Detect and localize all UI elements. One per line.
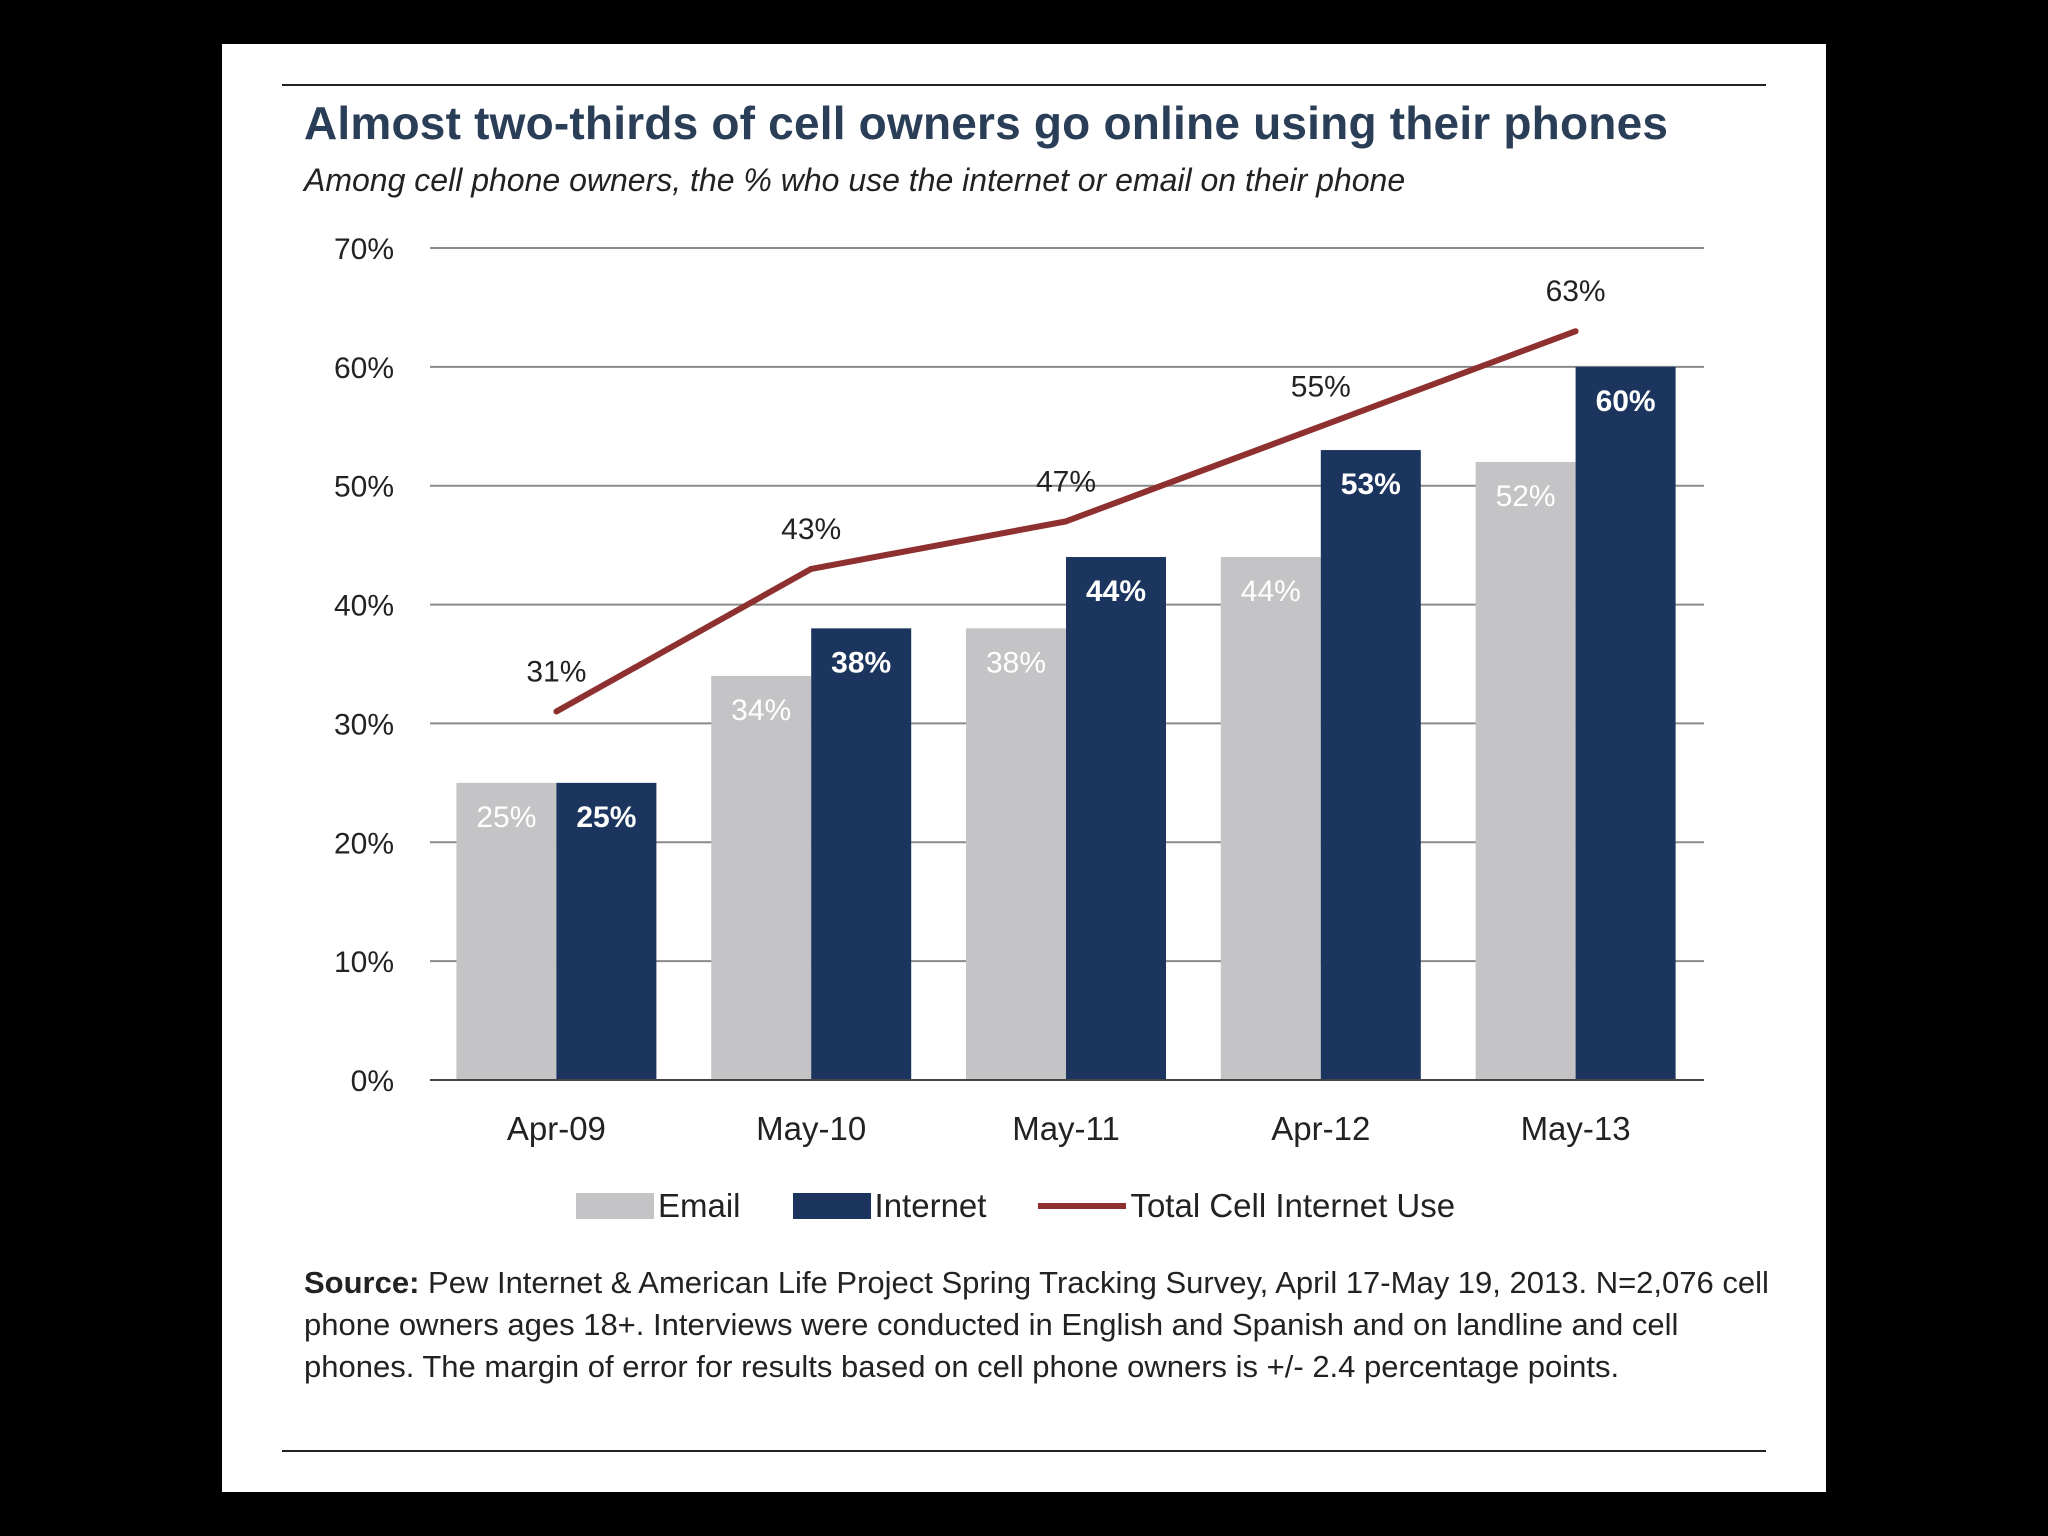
legend-item-total: Total Cell Internet Use [1038,1187,1455,1225]
bar-email [711,675,812,1080]
y-tick-label: 10% [334,946,394,979]
data-label-internet: 25% [576,801,636,834]
data-label-internet: 38% [831,646,891,679]
legend-swatch-email [576,1193,654,1219]
x-tick-label: Apr-12 [1271,1110,1370,1147]
data-label-email: 52% [1496,480,1556,513]
data-label-email: 34% [731,694,791,727]
data-label-internet: 44% [1086,575,1146,608]
y-tick-label: 20% [334,827,394,860]
bar-internet [1320,450,1421,1080]
point-total [553,708,560,715]
data-label-total: 31% [526,656,586,689]
bar-line-chart: 0% 10% 20% 30% 40% 50% 60% 70% 25% 25% Apr-09 34% 38… [334,233,1704,1147]
point-total [1063,518,1069,525]
legend-swatch-internet [792,1193,871,1219]
legend-item-internet: Internet [792,1187,987,1225]
legend-label-email: Email [658,1187,741,1224]
chart-subtitle: Among cell phone owners, the % who use t… [304,162,1406,198]
chart-title: Almost two-thirds of cell owners go onli… [304,97,1669,149]
y-tick-label: 50% [334,471,394,504]
bar-internet [556,782,657,1080]
bar-email [1475,461,1576,1080]
y-tick-label: 70% [334,233,394,266]
data-label-total: 47% [1036,465,1096,498]
data-label-email: 38% [986,646,1046,679]
x-tick-label: May-11 [1012,1110,1120,1147]
data-label-total: 43% [781,513,841,546]
top-divider [282,84,1766,86]
legend-label-total: Total Cell Internet Use [1130,1187,1456,1224]
point-total [808,565,815,572]
x-tick-label: Apr-09 [507,1110,606,1147]
point-total [1572,328,1579,335]
bar-internet [1066,557,1166,1080]
x-tick-label: May-10 [756,1110,866,1147]
legend-label-internet: Internet [874,1187,987,1224]
data-label-email: 44% [1241,575,1301,608]
bar-email [1220,557,1321,1080]
y-tick-label: 40% [334,590,394,623]
data-label-email: 25% [476,801,536,834]
data-label-internet: 53% [1341,468,1401,501]
legend-item-email: Email [576,1187,741,1225]
bar-internet [1575,366,1676,1080]
y-tick-label: 30% [334,708,394,741]
bar-internet [811,628,912,1080]
y-tick-label: 60% [334,352,394,385]
point-total [1317,423,1324,430]
chart-card: Almost two-thirds of cell owners go onli… [222,44,1826,1492]
x-tick-label: May-13 [1521,1110,1631,1147]
data-label-total: 63% [1546,275,1606,308]
data-label-internet: 60% [1596,385,1656,418]
bar-email [456,782,557,1080]
source-note: Source: Pew Internet & American Life Pro… [304,1262,1774,1388]
chart-legend: Email Internet Total Cell Internet Use [576,1186,1507,1226]
source-text: Pew Internet & American Life Project Spr… [304,1265,1769,1384]
source-label: Source: [304,1265,420,1300]
data-label-total: 55% [1291,370,1351,403]
bottom-divider [282,1450,1766,1452]
y-tick-label: 0% [351,1065,394,1098]
legend-swatch-total [1038,1203,1127,1209]
bar-email [966,628,1066,1080]
